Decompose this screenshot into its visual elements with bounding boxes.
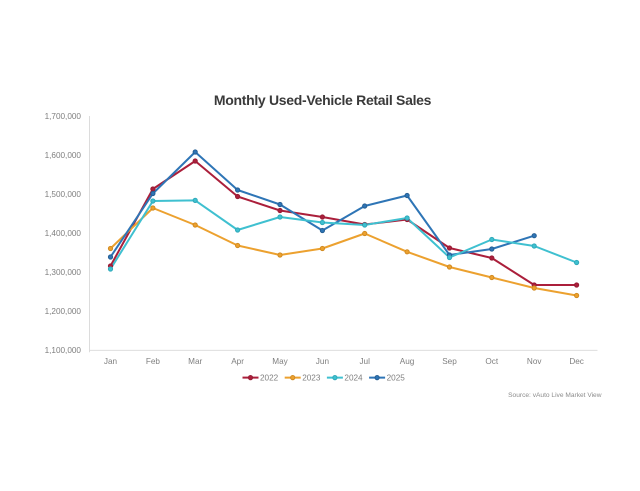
- svg-text:Sep: Sep: [442, 357, 457, 366]
- svg-text:Source: vAuto Live Market View: Source: vAuto Live Market View: [508, 392, 602, 399]
- svg-text:Mar: Mar: [188, 357, 202, 366]
- svg-text:1,100,000: 1,100,000: [45, 346, 82, 355]
- svg-text:1,200,000: 1,200,000: [45, 307, 82, 316]
- svg-text:Jul: Jul: [359, 357, 370, 366]
- svg-text:Jan: Jan: [104, 357, 118, 366]
- svg-text:2022: 2022: [260, 374, 279, 383]
- svg-text:1,700,000: 1,700,000: [45, 112, 82, 121]
- svg-text:1,600,000: 1,600,000: [45, 151, 82, 160]
- svg-text:1,300,000: 1,300,000: [45, 268, 82, 277]
- svg-text:Oct: Oct: [485, 357, 498, 366]
- svg-text:Nov: Nov: [527, 357, 542, 366]
- svg-text:Jun: Jun: [316, 357, 330, 366]
- svg-text:2025: 2025: [387, 374, 406, 383]
- svg-text:2023: 2023: [302, 374, 321, 383]
- svg-text:Apr: Apr: [231, 357, 244, 366]
- svg-text:1,400,000: 1,400,000: [45, 229, 82, 238]
- svg-text:Feb: Feb: [146, 357, 161, 366]
- svg-text:Monthly Used-Vehicle Retail Sa: Monthly Used-Vehicle Retail Sales: [214, 92, 432, 108]
- svg-text:Aug: Aug: [400, 357, 415, 366]
- svg-text:May: May: [272, 357, 288, 366]
- svg-text:2024: 2024: [344, 374, 363, 383]
- svg-text:1,500,000: 1,500,000: [45, 190, 82, 199]
- svg-text:Dec: Dec: [569, 357, 584, 366]
